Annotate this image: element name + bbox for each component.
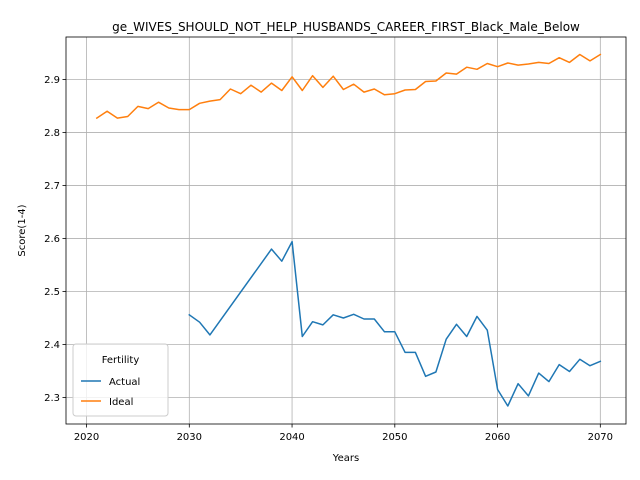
legend-label-actual: Actual — [109, 377, 140, 388]
y-tick-label: 2.8 — [44, 128, 60, 139]
legend-box — [72, 343, 169, 417]
series-line-ideal — [95, 53, 602, 120]
series-line-actual — [188, 240, 602, 407]
y-tick-label: 2.5 — [44, 287, 60, 298]
plot-frame — [65, 36, 627, 425]
x-tick-label: 2040 — [279, 432, 304, 443]
x-tick-label: 2050 — [382, 432, 407, 443]
legend-title: Fertility — [102, 355, 140, 366]
legend-entries: Actual Ideal — [81, 377, 140, 408]
grid — [66, 37, 626, 424]
y-axis-label: Score(1-4) — [17, 204, 28, 256]
axis-ticks: 2020 2030 2040 2050 2060 2070 2.3 2.4 2.5 2.6 2.7 2… — [44, 75, 613, 443]
y-tick-label: 2.4 — [44, 340, 60, 351]
legend: Fertility Actual Ideal — [72, 343, 169, 417]
x-tick-label: 2060 — [485, 432, 510, 443]
y-tick-label: 2.7 — [44, 181, 60, 192]
y-tick-label: 2.6 — [44, 234, 60, 245]
y-tick-label: 2.9 — [44, 75, 60, 86]
y-tick-label: 2.3 — [44, 393, 60, 404]
x-tick-label: 2020 — [74, 432, 99, 443]
series-lines — [95, 53, 602, 407]
x-tick-label: 2030 — [177, 432, 202, 443]
x-axis-label: Years — [332, 453, 359, 464]
x-tick-label: 2070 — [588, 432, 613, 443]
legend-label-ideal: Ideal — [109, 397, 133, 408]
chart-title: ge_WIVES_SHOULD_NOT_HELP_HUSBANDS_CAREER… — [112, 20, 580, 34]
